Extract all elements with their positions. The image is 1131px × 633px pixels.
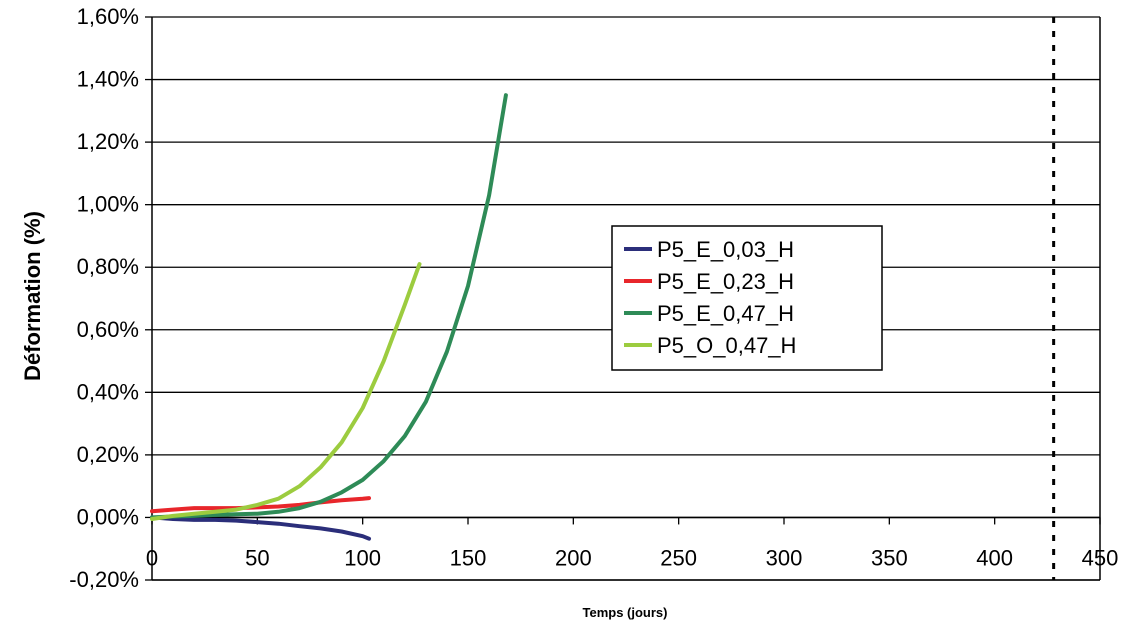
x-tick-label: 200 <box>555 545 592 570</box>
x-tick-label: 250 <box>660 545 697 570</box>
y-tick-label: 0,60% <box>77 317 139 342</box>
series-line <box>150 93 508 520</box>
legend-label: P5_E_0,23_H <box>657 269 794 294</box>
x-tick-label: 300 <box>766 545 803 570</box>
series-line <box>150 262 422 521</box>
x-tick-label: 100 <box>344 545 381 570</box>
y-tick-label: 1,60% <box>77 4 139 29</box>
y-axis-label: Déformation (%) <box>20 211 45 381</box>
y-tick-label: 1,00% <box>77 192 139 217</box>
legend: P5_E_0,03_H P5_E_0,23_H P5_E_0,47_H P5_O_0,… <box>611 225 883 371</box>
legend-box <box>611 225 883 371</box>
y-tick-label: 1,40% <box>77 67 139 92</box>
y-tick-label: 0,00% <box>77 504 139 529</box>
legend-label: P5_E_0,03_H <box>657 237 794 262</box>
x-tick-label: 350 <box>871 545 908 570</box>
y-tick-label: -0,20% <box>69 567 139 592</box>
x-tick-label: 450 <box>1082 545 1119 570</box>
legend-label: P5_E_0,47_H <box>657 301 794 326</box>
x-tick-label: 50 <box>245 545 269 570</box>
x-axis-label: Temps (jours) <box>583 605 668 620</box>
x-tick-label: 0 <box>146 545 158 570</box>
x-tick-label: 150 <box>450 545 487 570</box>
legend-label: P5_O_0,47_H <box>657 333 796 358</box>
series-line <box>150 496 371 514</box>
series-line <box>150 515 371 541</box>
y-tick-label: 0,20% <box>77 442 139 467</box>
y-tick-label: 1,20% <box>77 129 139 154</box>
x-tick-label: 400 <box>976 545 1013 570</box>
y-tick-label: 0,40% <box>77 379 139 404</box>
series-lines <box>150 93 508 541</box>
y-tick-label: 0,80% <box>77 254 139 279</box>
axes: -0,20% 0,00% 0,20% 0,40% 0,60% 0,80% 1,00% 1,20… <box>69 4 1118 592</box>
